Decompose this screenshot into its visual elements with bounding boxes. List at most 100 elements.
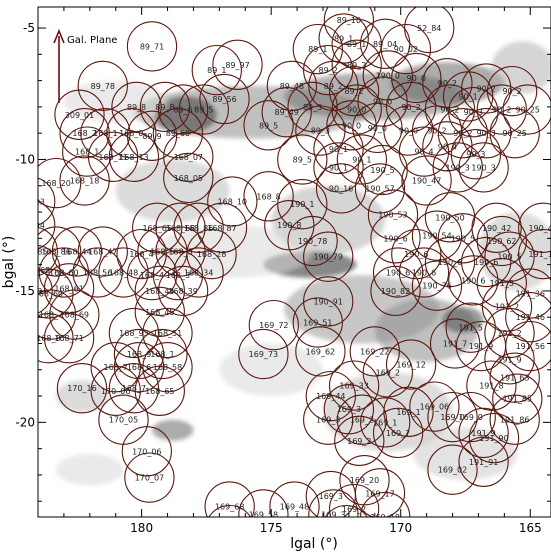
field-label: 168_60 (34, 290, 63, 299)
field-circle (313, 123, 364, 175)
field-label: 190_91 (313, 297, 342, 306)
field-marker: 170_06 (90, 365, 141, 416)
field-label: 90_0 (407, 74, 426, 83)
field-marker: 90_25 (502, 84, 551, 135)
field-label: 168_47 (88, 248, 117, 257)
field-marker: 169_72 (248, 299, 299, 351)
field-circle (432, 142, 483, 193)
field-circle (331, 39, 382, 90)
field-marker: 168_94 (15, 201, 56, 250)
field-label: 191_85 (503, 395, 532, 404)
field-label: 191_9 (471, 429, 495, 438)
field-circle (43, 263, 95, 314)
field-marker: 168_48 (98, 247, 149, 298)
field-marker: 169_2 (328, 483, 380, 517)
field-label: 89_5 (293, 156, 312, 165)
field-marker: 169_1 (383, 386, 434, 437)
field-circle (354, 163, 406, 214)
field-label: 169_62 (306, 347, 335, 356)
field-marker: 90_0 (391, 52, 442, 104)
y-axis-title: bgal (°) (1, 236, 17, 289)
field-label: 168_94 (15, 221, 44, 230)
field-marker: 169_58 (238, 489, 289, 517)
field-marker: 168_3 (155, 226, 206, 277)
field-label: 190_42 (482, 224, 511, 233)
field-label: 190_6 (412, 269, 436, 278)
field-marker: 190_5 (437, 213, 489, 264)
field-circle (385, 81, 437, 133)
field-circle (38, 226, 82, 277)
field-label: 190_62 (487, 237, 516, 246)
field-label: 190_6 (386, 269, 410, 278)
field-label: 169_33 (339, 382, 368, 391)
field-marker: 168_65 (132, 202, 183, 253)
field-marker: 169_0 (445, 391, 496, 443)
field-label: 168_86 (41, 248, 70, 257)
field-label: 191_9 (469, 342, 493, 351)
field-marker: 191_85 (492, 373, 543, 424)
field-marker: 90_2 (486, 65, 538, 117)
field-label: 191_36 (516, 290, 545, 299)
field-label: 168_13 (119, 153, 148, 162)
field-circle (427, 444, 478, 495)
field-label: 90_1 (329, 145, 348, 154)
field-label: 90_2 (492, 106, 511, 115)
axes: 180 175 170 165 -5 -10 -15 -20 (15, 6, 551, 535)
field-label: 89_2 (344, 87, 363, 96)
field-circle (155, 226, 206, 277)
field-marker: 168_60 (34, 268, 74, 319)
field-circle (468, 412, 520, 464)
field-label: 191_90 (479, 434, 508, 443)
field-label: 89_04 (373, 40, 397, 49)
emission-cloud (154, 225, 310, 278)
field-label: 168_11 (98, 153, 127, 162)
field-circle (287, 81, 338, 133)
field-marker: 90_25 (489, 108, 540, 159)
field-label: 190_0 (376, 71, 400, 80)
gal-plane-annotation: Gal. Plane (53, 28, 117, 103)
field-label: 168_7 (39, 311, 63, 320)
field-circle (152, 108, 204, 159)
field-label: 190_76 (422, 282, 451, 291)
field-circle (331, 18, 382, 69)
field-label: 168_48 (109, 269, 138, 278)
field-label: 89_5 (194, 106, 213, 115)
field-label: 169_2 (376, 368, 400, 377)
field-label: 90_0 (399, 127, 418, 136)
field-marker: 170_07 (124, 452, 175, 503)
field-circle (324, 504, 368, 517)
field-marker: 89_3 (295, 105, 346, 156)
field-label: 169_2 (347, 437, 371, 446)
field-circle (163, 152, 214, 204)
field-marker: 169_20 (339, 455, 390, 506)
field-label: 169_44 (316, 392, 345, 401)
field-circle (277, 134, 328, 185)
field-marker: 168_8 (243, 171, 294, 222)
x-tick-label: 170 (389, 521, 412, 535)
field-label: 168_20 (41, 179, 70, 188)
field-label: 168_68 (21, 266, 50, 275)
field-circle (248, 299, 299, 351)
field-marker: 170_06 (121, 426, 172, 477)
field-circle (370, 213, 421, 264)
field-label: 169_20 (350, 476, 379, 485)
field-circle (372, 407, 424, 459)
field-label: 190_3 (446, 163, 470, 172)
field-circle (437, 213, 489, 264)
field-label: 168_8 (256, 192, 280, 201)
field-label: 89_97 (225, 61, 249, 70)
field-circle (72, 247, 123, 298)
field-circle (139, 81, 191, 133)
field-marker: 190_54 (411, 210, 463, 261)
field-circle (326, 100, 377, 151)
field-label: 170_16 (67, 384, 96, 393)
field-marker: 89_1 (292, 23, 343, 75)
field-circle (422, 121, 473, 172)
field-circle (303, 276, 354, 327)
field-label: 90_02 (394, 45, 418, 54)
field-circle (411, 210, 463, 261)
field-label: 90_2 (401, 103, 420, 112)
field-label: 89_2 (324, 82, 343, 91)
field-marker: 191_91 (458, 436, 509, 487)
